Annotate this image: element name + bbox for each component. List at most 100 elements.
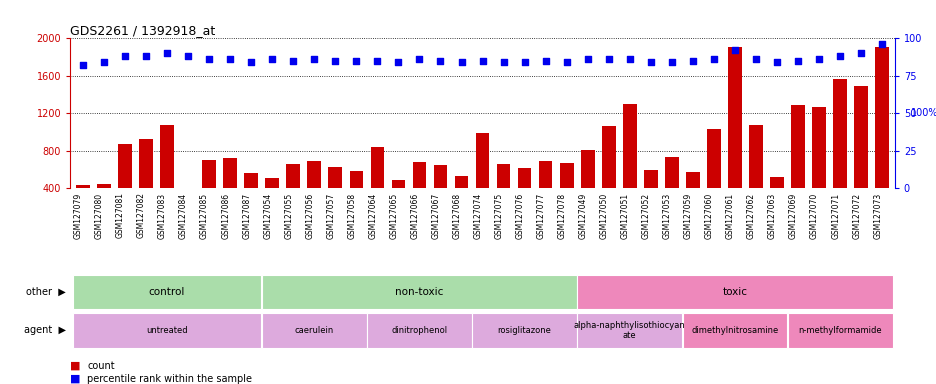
- Bar: [391, 180, 404, 226]
- Text: GSM127084: GSM127084: [179, 192, 188, 238]
- Text: count: count: [87, 361, 114, 371]
- Text: dinitrophenol: dinitrophenol: [391, 326, 447, 335]
- Text: rosiglitazone: rosiglitazone: [497, 326, 551, 335]
- Bar: [72, 313, 261, 348]
- Point: [201, 56, 216, 63]
- Text: GSM127053: GSM127053: [662, 192, 671, 238]
- Bar: [139, 139, 153, 226]
- Text: control: control: [149, 287, 185, 297]
- Bar: [454, 175, 468, 226]
- Text: GSM127079: GSM127079: [74, 192, 82, 238]
- Bar: [812, 107, 825, 226]
- Bar: [265, 178, 279, 226]
- Text: GSM127066: GSM127066: [410, 192, 419, 238]
- Bar: [412, 162, 426, 226]
- Text: GSM127056: GSM127056: [305, 192, 314, 238]
- Point: [579, 56, 594, 63]
- Point: [811, 56, 826, 63]
- Bar: [665, 157, 678, 226]
- Point: [517, 59, 532, 65]
- Point: [390, 59, 405, 65]
- Y-axis label: 100%: 100%: [911, 108, 936, 118]
- Text: agent  ▶: agent ▶: [23, 325, 66, 335]
- Point: [285, 58, 300, 64]
- Point: [874, 41, 889, 48]
- Bar: [72, 275, 261, 309]
- Text: non-toxic: non-toxic: [395, 287, 443, 297]
- Text: GSM127072: GSM127072: [851, 192, 860, 238]
- Point: [348, 58, 363, 64]
- Bar: [181, 189, 195, 226]
- Point: [139, 53, 154, 60]
- Bar: [202, 160, 215, 226]
- Text: GSM127051: GSM127051: [621, 192, 629, 238]
- Point: [117, 53, 132, 60]
- Bar: [769, 177, 783, 226]
- Text: GSM127078: GSM127078: [557, 192, 566, 238]
- Text: GSM127081: GSM127081: [116, 192, 124, 238]
- Bar: [601, 126, 615, 226]
- Bar: [685, 172, 699, 226]
- Point: [328, 58, 343, 64]
- Bar: [727, 47, 741, 226]
- Bar: [370, 147, 384, 226]
- Bar: [76, 185, 90, 226]
- Bar: [160, 124, 174, 226]
- Text: GSM127065: GSM127065: [389, 192, 398, 238]
- Bar: [580, 150, 594, 226]
- Bar: [643, 170, 657, 226]
- Text: GSM127086: GSM127086: [221, 192, 230, 238]
- Text: GSM127087: GSM127087: [241, 192, 251, 238]
- Bar: [496, 164, 510, 226]
- Text: GDS2261 / 1392918_at: GDS2261 / 1392918_at: [70, 24, 215, 37]
- Point: [706, 56, 721, 63]
- Text: alpha-naphthylisothiocyan
ate: alpha-naphthylisothiocyan ate: [574, 321, 685, 340]
- Bar: [262, 313, 366, 348]
- Text: GSM127083: GSM127083: [158, 192, 167, 238]
- Text: other  ▶: other ▶: [26, 287, 66, 297]
- Bar: [97, 184, 110, 226]
- Bar: [349, 171, 363, 226]
- Text: GSM127080: GSM127080: [95, 192, 104, 238]
- Point: [790, 58, 805, 64]
- Point: [559, 59, 574, 65]
- Bar: [874, 47, 888, 226]
- Bar: [577, 275, 892, 309]
- Point: [495, 59, 510, 65]
- Text: n-methylformamide: n-methylformamide: [797, 326, 881, 335]
- Text: GSM127061: GSM127061: [725, 192, 734, 238]
- Bar: [622, 104, 636, 226]
- Point: [306, 56, 321, 63]
- Text: GSM127077: GSM127077: [536, 192, 545, 238]
- Text: GSM127074: GSM127074: [473, 192, 482, 238]
- Bar: [475, 133, 489, 226]
- Text: dimethylnitrosamine: dimethylnitrosamine: [691, 326, 778, 335]
- Text: GSM127060: GSM127060: [704, 192, 713, 238]
- Point: [454, 59, 469, 65]
- Bar: [790, 105, 804, 226]
- Text: ■: ■: [70, 374, 84, 384]
- Text: untreated: untreated: [146, 326, 187, 335]
- Point: [622, 56, 636, 63]
- Point: [853, 50, 868, 56]
- Text: GSM127070: GSM127070: [810, 192, 818, 238]
- Bar: [577, 313, 681, 348]
- Bar: [329, 167, 342, 226]
- Bar: [286, 164, 300, 226]
- Point: [601, 56, 616, 63]
- Text: GSM127058: GSM127058: [347, 192, 356, 238]
- Point: [432, 58, 447, 64]
- Bar: [749, 125, 762, 226]
- Bar: [681, 313, 786, 348]
- Point: [370, 58, 385, 64]
- Bar: [223, 158, 237, 226]
- Text: GSM127049: GSM127049: [578, 192, 587, 238]
- Bar: [307, 161, 321, 226]
- Text: GSM127057: GSM127057: [326, 192, 335, 238]
- Point: [243, 59, 258, 65]
- Text: GSM127085: GSM127085: [200, 192, 209, 238]
- Text: GSM127076: GSM127076: [515, 192, 524, 238]
- Text: ■: ■: [70, 361, 84, 371]
- Text: GSM127063: GSM127063: [768, 192, 776, 238]
- Text: GSM127052: GSM127052: [641, 192, 651, 238]
